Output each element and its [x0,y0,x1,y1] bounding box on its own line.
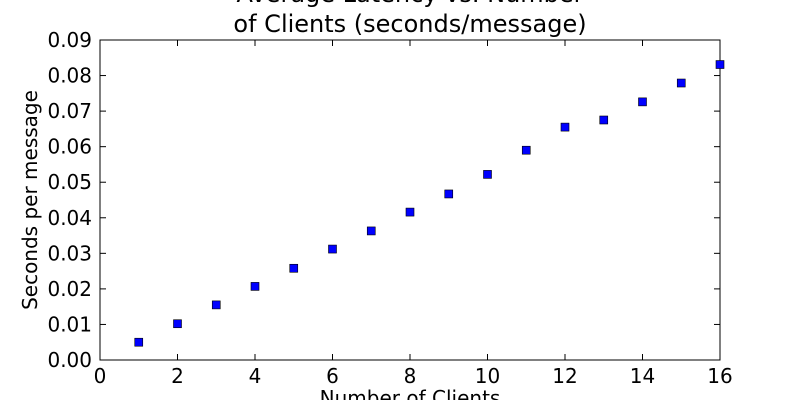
x-tick-label: 2 [171,364,184,388]
data-point [134,337,144,347]
data-point [715,60,725,69]
data-point [676,78,686,88]
chart-title: Average Latency vs. Number of Clients (s… [233,0,586,38]
y-tick-label: 0.08 [47,64,92,88]
y-tick-label: 0.02 [47,277,92,301]
y-tick-label: 0.05 [47,170,92,194]
x-tick-label: 4 [249,364,262,388]
chart-title-line-1: Average Latency vs. Number [236,0,583,8]
data-point [599,115,609,125]
data-point [521,145,531,155]
x-tick-label: 16 [707,364,732,388]
x-axis-ticks: 0 2 4 6 8 10 12 14 16 [94,40,733,388]
data-point [173,319,182,329]
y-tick-label: 0.09 [47,28,92,52]
y-axis-ticks: 0.00 0.01 0.02 0.03 0.04 0.05 0.06 0.07 0.08 0.09 [47,28,720,372]
data-point [250,282,260,291]
data-point [444,189,454,199]
data-point [638,97,647,107]
plot-area [99,39,721,361]
data-point [405,207,415,217]
y-tick-label: 0.07 [47,99,92,123]
data-points [134,60,725,347]
x-tick-label: 6 [326,364,339,388]
x-tick-label: 14 [630,364,655,388]
data-point [211,300,221,310]
data-point [366,226,376,236]
y-tick-label: 0.01 [47,312,92,336]
y-axis-label: Seconds per message [18,90,42,310]
x-tick-label: 8 [404,364,417,388]
y-tick-label: 0.03 [47,241,92,265]
x-tick-label: 0 [94,364,107,388]
chart-title-line-2: of Clients (seconds/message) [233,10,586,38]
y-tick-label: 0.04 [47,206,92,230]
x-tick-label: 12 [552,364,577,388]
data-point [560,122,570,132]
y-tick-label: 0.00 [47,348,92,372]
x-tick-label: 10 [475,364,500,388]
x-axis-label: Number of Clients [320,386,501,400]
data-point [483,170,492,179]
data-point [328,244,337,254]
data-point [289,263,299,273]
y-tick-label: 0.06 [47,135,92,159]
